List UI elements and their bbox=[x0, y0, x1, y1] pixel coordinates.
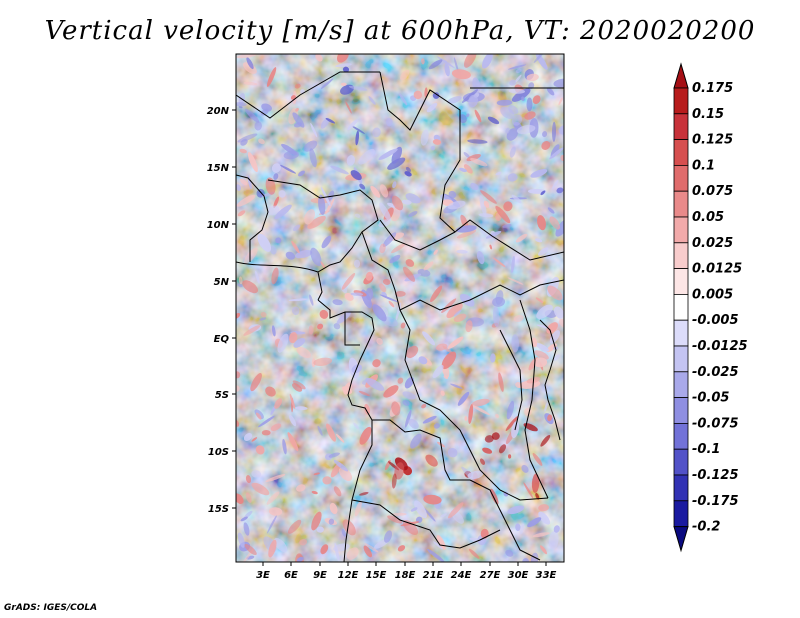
colorbar-label: -0.125 bbox=[692, 468, 739, 483]
border-line bbox=[469, 479, 541, 561]
colorbar-label: -0.075 bbox=[692, 416, 739, 431]
velocity-field bbox=[236, 54, 564, 562]
colorbar-label: -0.025 bbox=[692, 365, 739, 380]
colorbar-label: 0.0125 bbox=[692, 262, 742, 277]
lat-label: 10S bbox=[208, 447, 229, 458]
border-line bbox=[372, 419, 470, 481]
lon-label: 21E bbox=[423, 570, 444, 581]
border-line bbox=[236, 71, 380, 119]
colorbar-label: -0.005 bbox=[692, 313, 739, 328]
colorbar-label: -0.1 bbox=[692, 442, 720, 457]
border-line bbox=[379, 71, 564, 261]
border-line bbox=[236, 174, 269, 262]
colorbar-label: 0.1 bbox=[692, 158, 715, 173]
lat-label: 10N bbox=[207, 220, 230, 231]
colorbar-swatch bbox=[673, 448, 689, 476]
colorbar-swatch bbox=[673, 500, 689, 527]
lon-label: 9E bbox=[313, 570, 327, 581]
lon-label: 18E bbox=[395, 570, 416, 581]
colorbar-label: -0.175 bbox=[692, 494, 739, 509]
colorbar-swatch bbox=[673, 397, 689, 424]
lon-label: 3E bbox=[256, 570, 270, 581]
lon-label: 15E bbox=[366, 570, 387, 581]
colorbar-swatch bbox=[673, 345, 689, 373]
border-line bbox=[519, 299, 549, 499]
colorbar-label: -0.0125 bbox=[692, 339, 748, 354]
credit-text: GrADS: IGES/COLA bbox=[4, 603, 98, 613]
colorbar-swatch bbox=[673, 319, 689, 347]
lat-label: 15N bbox=[207, 163, 230, 174]
colorbar-label: 0.075 bbox=[692, 184, 733, 199]
lat-label: 5N bbox=[214, 277, 230, 288]
colorbar-swatch bbox=[673, 87, 689, 115]
border-line bbox=[236, 261, 323, 301]
map-title: Vertical velocity [m/s] at 600hPa, VT: 2… bbox=[44, 16, 756, 46]
colorbar-swatch bbox=[673, 216, 689, 244]
lon-label: 12E bbox=[338, 570, 359, 581]
colorbar-label: 0.125 bbox=[692, 133, 733, 148]
border-line bbox=[317, 299, 375, 562]
border-line bbox=[399, 309, 549, 501]
longitude-axis: 3E 6E 9E 12E 15E 18E 21E 24E 27E 30E 33E bbox=[256, 562, 557, 581]
lat-label: 20N bbox=[207, 106, 230, 117]
colorbar-swatch bbox=[673, 474, 689, 502]
colorbar-label: -0.05 bbox=[692, 391, 729, 406]
lon-label: 6E bbox=[284, 570, 298, 581]
lon-label: 30E bbox=[508, 570, 529, 581]
border-line bbox=[267, 179, 379, 273]
border-line bbox=[361, 231, 564, 311]
colorbar-swatch bbox=[673, 422, 689, 450]
lon-label: 33E bbox=[536, 570, 557, 581]
colorbar-label: 0.005 bbox=[692, 287, 733, 302]
colorbar-swatch bbox=[673, 268, 689, 295]
lon-label: 24E bbox=[451, 570, 472, 581]
colorbar-label: -0.2 bbox=[692, 520, 720, 535]
lat-label: 15S bbox=[208, 504, 229, 515]
colorbar-swatch bbox=[673, 371, 689, 398]
colorbar-arrow-top bbox=[673, 62, 689, 89]
latitude-axis: 20N 15N 10N 5N EQ 5S 10S 15S bbox=[207, 106, 236, 515]
lon-label: 27E bbox=[480, 570, 501, 581]
colorbar: 0.175 0.15 0.125 0.1 0.075 0.05 0.025 0.0125 0.0… bbox=[673, 62, 748, 553]
border-line bbox=[351, 499, 501, 549]
colorbar-swatch bbox=[673, 242, 689, 270]
colorbar-swatch bbox=[673, 139, 689, 166]
colorbar-label: 0.175 bbox=[692, 81, 733, 96]
colorbar-label: 0.025 bbox=[692, 236, 733, 251]
border-line bbox=[379, 219, 456, 251]
colorbar-label: 0.05 bbox=[692, 210, 724, 225]
border-line bbox=[499, 329, 523, 431]
lat-label: EQ bbox=[214, 334, 230, 345]
border-line bbox=[344, 312, 360, 346]
colorbar-swatch bbox=[673, 164, 689, 192]
colorbar-arrow-bottom bbox=[673, 526, 689, 553]
colorbar-swatch bbox=[673, 190, 689, 218]
lat-label: 5S bbox=[215, 390, 229, 401]
border-line bbox=[539, 319, 561, 441]
colorbar-swatch bbox=[673, 293, 689, 321]
colorbar-swatch bbox=[673, 113, 689, 141]
colorbar-label: 0.15 bbox=[692, 107, 724, 122]
map-frame bbox=[235, 53, 565, 563]
